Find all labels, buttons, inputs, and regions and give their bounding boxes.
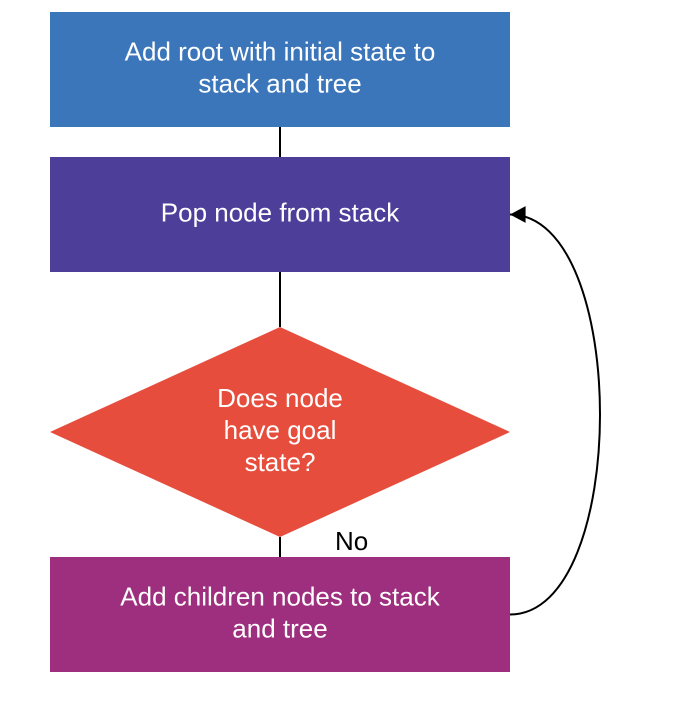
node-pop-stack-line1: Pop node from stack	[161, 197, 400, 227]
edge-n4-n2-loop	[510, 215, 600, 615]
node-add-children-line2: and tree	[232, 613, 327, 643]
node-add-root-line2: stack and tree	[198, 68, 361, 98]
node-add-root-line1: Add root with initial state to	[125, 36, 436, 66]
node-goal-check-line1: Does node	[217, 383, 343, 413]
node-add-children-line1: Add children nodes to stack	[120, 581, 440, 611]
loop-arrowhead-icon	[510, 206, 526, 223]
node-goal-check-line3: state?	[245, 447, 316, 477]
flowchart-canvas: Add root with initial state to stack and…	[0, 0, 692, 723]
node-goal-check-line2: have goal	[224, 415, 337, 445]
edge-label-no: No	[335, 526, 368, 556]
